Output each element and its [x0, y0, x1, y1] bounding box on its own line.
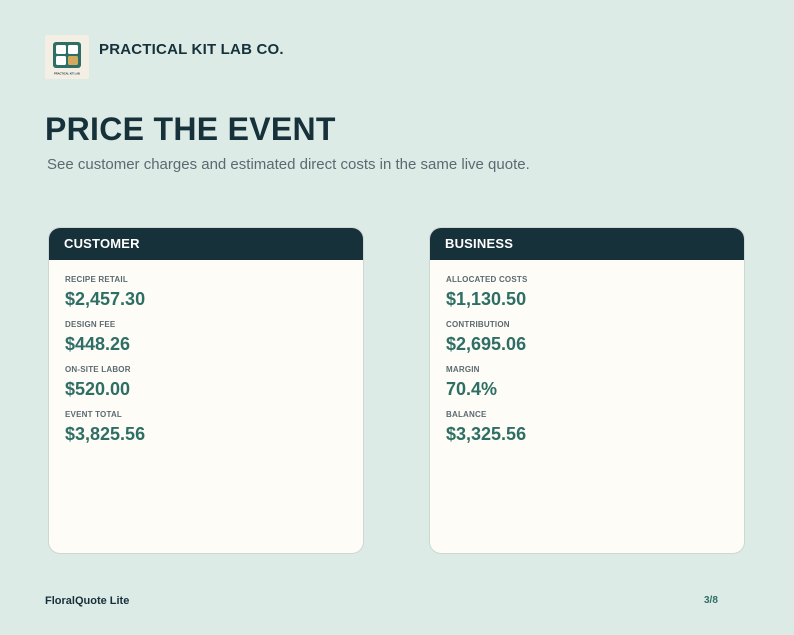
four-tile-grid-icon: PRACTICAL KIT LAB	[53, 42, 81, 76]
metric-event-total: EVENT TOTAL $3,825.56	[65, 410, 363, 455]
metric-value: $3,825.56	[65, 424, 146, 444]
metric-design-fee: DESIGN FEE $448.26	[65, 320, 363, 365]
page-title: PRICE THE EVENT	[45, 111, 336, 147]
metric-allocated-costs: ALLOCATED COSTS $1,130.50	[446, 275, 744, 320]
metric-label: EVENT TOTAL	[65, 410, 123, 419]
metric-label: RECIPE RETAIL	[65, 275, 128, 284]
metric-value: $1,130.50	[446, 289, 527, 309]
metric-value: $448.26	[65, 334, 131, 354]
metric-contribution: CONTRIBUTION $2,695.06	[446, 320, 744, 365]
metric-on-site-labor: ON-SITE LABOR $520.00	[65, 365, 363, 410]
metric-value: $2,457.30	[65, 289, 146, 309]
metric-margin: MARGIN 70.4%	[446, 365, 744, 410]
footer-app-name: FloralQuote Lite	[45, 595, 130, 607]
metric-value: $3,325.56	[446, 424, 527, 444]
metric-label: DESIGN FEE	[65, 320, 116, 329]
logo-caption: PRACTICAL KIT LAB	[54, 72, 80, 76]
metric-value: $2,695.06	[446, 334, 527, 354]
metric-value: $520.00	[65, 379, 131, 399]
customer-card-header: CUSTOMER	[49, 228, 363, 260]
metric-recipe-retail: RECIPE RETAIL $2,457.30	[65, 275, 363, 320]
metric-label: CONTRIBUTION	[446, 320, 510, 329]
business-card-header: BUSINESS	[430, 228, 744, 260]
metric-label: ALLOCATED COSTS	[446, 275, 528, 284]
business-card: BUSINESS ALLOCATED COSTS $1,130.50 CONTR…	[429, 227, 745, 554]
metric-label: MARGIN	[446, 365, 480, 374]
brand-name: PRACTICAL KIT LAB CO.	[99, 41, 284, 58]
brand-logo: PRACTICAL KIT LAB	[45, 35, 89, 79]
metric-label: ON-SITE LABOR	[65, 365, 131, 374]
page-indicator: 3/8	[704, 595, 718, 606]
metric-value: 70.4%	[446, 379, 498, 399]
metric-balance: BALANCE $3,325.56	[446, 410, 744, 455]
customer-card: CUSTOMER RECIPE RETAIL $2,457.30 DESIGN …	[48, 227, 364, 554]
metric-label: BALANCE	[446, 410, 487, 419]
page-subtitle: See customer charges and estimated direc…	[47, 156, 530, 173]
